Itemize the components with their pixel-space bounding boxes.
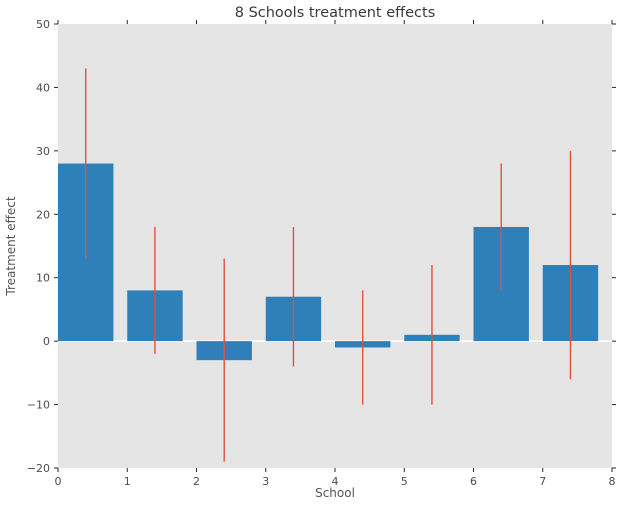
y-tick-label: 30	[36, 145, 50, 158]
x-tick-label: 4	[332, 475, 339, 488]
y-tick-label: 0	[43, 335, 50, 348]
plot-area: 0 1 2 3 4 5 6 7 8 −20 −10 0 10 20 30 40 50	[27, 18, 616, 488]
x-tick-label: 2	[193, 475, 200, 488]
x-axis-label: School	[315, 486, 355, 500]
x-tick-label: 8	[609, 475, 616, 488]
y-axis-label: Treatment effect	[4, 196, 18, 297]
y-tick-label: −20	[27, 462, 50, 475]
x-tick-label: 1	[124, 475, 131, 488]
x-tick-label: 7	[539, 475, 546, 488]
x-tick-label: 0	[55, 475, 62, 488]
y-tick-label: 50	[36, 18, 50, 31]
y-tick-label: 20	[36, 208, 50, 221]
chart-title: 8 Schools treatment effects	[235, 5, 436, 21]
x-tick-label: 6	[470, 475, 477, 488]
y-tick-label: 40	[36, 81, 50, 94]
y-tick-label: −10	[27, 399, 50, 412]
x-tick-label: 3	[262, 475, 269, 488]
y-tick-label: 10	[36, 272, 50, 285]
x-tick-label: 5	[401, 475, 408, 488]
